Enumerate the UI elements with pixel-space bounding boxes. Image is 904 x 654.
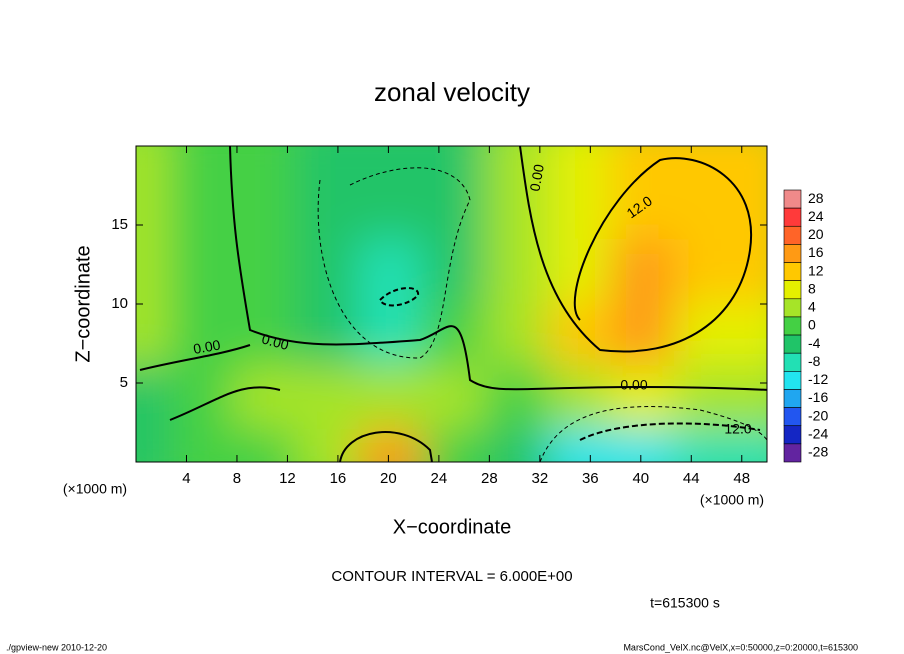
colorbar-label: -20	[808, 407, 828, 423]
contour-line	[317, 167, 471, 359]
y-tick-label: 5	[120, 374, 128, 391]
x-tick-label: 32	[531, 470, 548, 487]
colorbar-label: 8	[808, 280, 816, 296]
x-tick-label: 36	[582, 470, 599, 487]
time-label: t=615300 s	[650, 595, 720, 611]
colorbar-label: 12	[808, 262, 824, 278]
colorbar-label: 16	[808, 244, 824, 260]
colorbar-swatch	[783, 352, 802, 372]
footer-left: ./gpview-new 2010-12-20	[6, 642, 107, 652]
x-tick-label: 12	[279, 470, 296, 487]
colorbar-label: 24	[808, 208, 824, 224]
colorbar-swatch	[783, 298, 802, 318]
contour-line	[339, 431, 433, 462]
contour-label: 0.00	[526, 163, 547, 193]
colorbar-swatch	[783, 425, 802, 445]
colorbar-label: -12	[808, 371, 828, 387]
colorbar-swatch	[783, 443, 802, 463]
contour-label: 0.00	[260, 330, 291, 353]
contours	[139, 146, 767, 462]
contour-line	[379, 287, 419, 307]
contour-line	[539, 406, 767, 462]
colorbar-label: 28	[808, 190, 824, 206]
colorbar-swatch	[783, 316, 802, 336]
colorbar-swatch	[783, 225, 802, 245]
colorbar-swatch	[783, 334, 802, 354]
colorbar-swatch	[783, 389, 802, 408]
x-tick-label: 4	[182, 470, 190, 487]
colorbar-label: 4	[808, 299, 816, 315]
chart-title: zonal velocity	[374, 77, 530, 107]
x-tick-label: 16	[330, 470, 347, 487]
colorbar-label: -24	[808, 426, 828, 442]
y-tick-label: 10	[111, 295, 128, 312]
x-tick-label: 20	[380, 470, 397, 487]
colorbar-label: -8	[808, 353, 821, 369]
contour-line	[139, 344, 281, 421]
contour-line	[519, 146, 753, 353]
contour-label: 0.00	[192, 336, 222, 357]
colorbar-swatch	[783, 207, 802, 227]
x-tick-label: 48	[733, 470, 750, 487]
colorbar-label: -4	[808, 335, 821, 351]
contour-line	[579, 422, 761, 441]
contour-interval: CONTOUR INTERVAL = 6.000E+00	[331, 568, 572, 585]
colorbar-swatch	[783, 189, 802, 209]
colorbar-label: 20	[808, 226, 824, 242]
colorbar-label: -28	[808, 444, 828, 460]
colorbar-swatch	[783, 371, 802, 390]
field-cell	[673, 146, 767, 240]
contour-label: 12.0	[724, 421, 751, 437]
x-unit-label: (×1000 m)	[63, 481, 127, 497]
y-axis-title: Z−coordinate	[72, 245, 94, 362]
colorbar-label: -16	[808, 389, 828, 405]
colorbar-swatch	[783, 407, 802, 427]
colorbar-swatch	[783, 280, 802, 300]
x-tick-label: 40	[632, 470, 649, 487]
contour-line	[229, 146, 767, 391]
colorbar-swatch	[783, 244, 802, 263]
footer-right: MarsCond_VelX.nc@VelX,x=0:50000,z=0:2000…	[623, 642, 858, 652]
colorbar: 28 24 20 16 12 8 4 0 -4 -8 -12 -16 -20 -24 -28	[783, 189, 828, 463]
x-axis-title: X−coordinate	[393, 516, 511, 538]
colorbar-label: 0	[808, 317, 816, 333]
x-tick-label: 24	[431, 470, 448, 487]
x-unit-label: (×1000 m)	[700, 492, 764, 508]
colorbar-swatch	[783, 262, 802, 281]
x-tick-label: 28	[481, 470, 498, 487]
field-cells	[136, 146, 767, 462]
y-tick-label: 15	[111, 216, 128, 233]
contour-label: 0.00	[620, 377, 647, 393]
x-tick-label: 8	[233, 470, 241, 487]
x-tick-label: 44	[683, 470, 700, 487]
